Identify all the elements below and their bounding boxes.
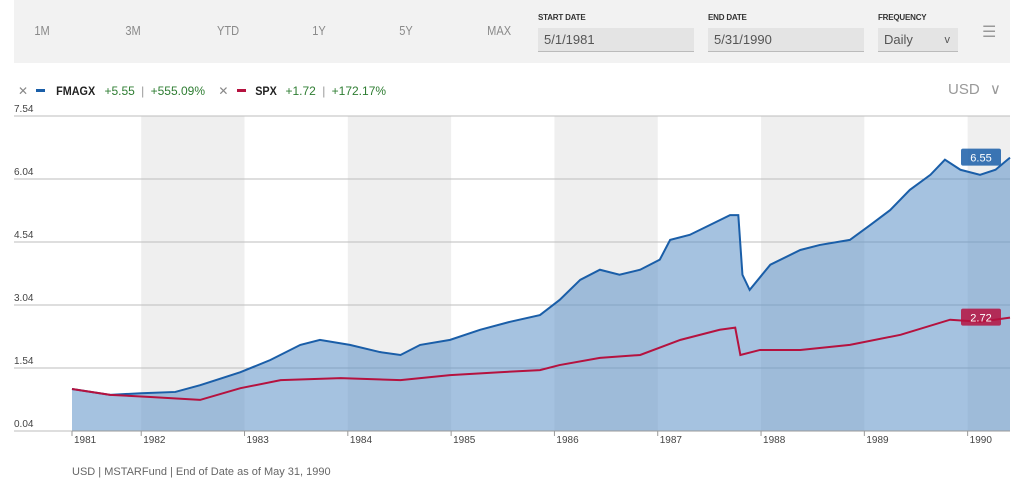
start-date-label: START DATE [538, 13, 586, 22]
chevron-down-icon: ∨ [989, 81, 1001, 98]
spx-end-badge [961, 308, 1001, 326]
spx-line [71, 316, 1011, 401]
x-tick-label: 1983 [247, 435, 270, 446]
y-tick-label: 3.04 [14, 293, 34, 304]
end-date-input[interactable]: 5/31/1990 [708, 28, 864, 52]
frequency-label: FREQUENCY [878, 13, 927, 22]
spx-ticker: SPX [255, 83, 277, 98]
list-icon[interactable]: ☰ [982, 24, 997, 41]
x-tick-label: 1984 [350, 435, 373, 446]
currency-value: USD [948, 81, 980, 98]
end-date-label: END DATE [708, 13, 747, 22]
y-tick-label: 1.54 [14, 356, 34, 367]
y-tick-label: 4.54 [14, 230, 34, 241]
spx-swatch [236, 89, 246, 93]
x-tick-label: 1989 [866, 435, 889, 446]
range-ytd-button[interactable]: YTD [216, 23, 240, 38]
range-3m-button[interactable]: 3M [125, 23, 141, 38]
fmagx-change: +5.55 [104, 83, 135, 98]
chevron-down-icon: v [944, 34, 951, 46]
fmagx-line [71, 156, 1011, 396]
range-5y-button[interactable]: 5Y [399, 23, 413, 38]
start-date-input[interactable]: 5/1/1981 [538, 28, 694, 52]
x-tick-label: 1982 [143, 435, 166, 446]
spx-end-label: 2.72 [970, 313, 991, 325]
fmagx-end-badge [961, 148, 1001, 166]
y-tick-label: 7.54 [14, 104, 34, 115]
fmagx-ticker: FMAGX [55, 83, 95, 98]
fmagx-pct: +555.09% [150, 83, 206, 98]
currency-select[interactable]: USD ∨ [948, 80, 1001, 98]
range-1m-button[interactable]: 1M [34, 23, 50, 38]
fmagx-area [72, 157, 1010, 431]
x-tick-label: 1985 [453, 435, 476, 446]
divider: | [322, 83, 326, 98]
spx-pct: +172.17% [331, 83, 387, 98]
fmagx-swatch [36, 89, 46, 93]
x-tick-label: 1986 [556, 435, 579, 446]
x-tick-label: 1988 [763, 435, 786, 446]
frequency-value: Daily [884, 32, 913, 47]
range-max-button[interactable]: MAX [487, 23, 512, 38]
fmagx-end-label: 6.55 [970, 153, 991, 165]
spx-change: +1.72 [285, 83, 316, 98]
remove-spx-icon[interactable]: ✕ [218, 83, 229, 98]
y-tick-label: 0.04 [14, 419, 34, 430]
divider: | [141, 83, 145, 98]
x-tick-label: 1981 [74, 435, 97, 446]
footer-note: USD | MSTARFund | End of Date as of May … [72, 466, 331, 478]
toolbar: 1M 3M YTD 1Y 5Y MAX START DATE 5/1/1981 … [14, 0, 1010, 63]
legend: ✕ FMAGX +5.55 | +555.09% ✕ SPX +1.72 | +… [18, 83, 386, 98]
remove-fmagx-icon[interactable]: ✕ [18, 83, 29, 98]
range-1y-button[interactable]: 1Y [312, 23, 326, 38]
x-tick-label: 1990 [970, 435, 993, 446]
y-tick-label: 6.04 [14, 167, 34, 178]
frequency-select[interactable]: Daily v [878, 28, 958, 52]
x-tick-label: 1987 [660, 435, 683, 446]
